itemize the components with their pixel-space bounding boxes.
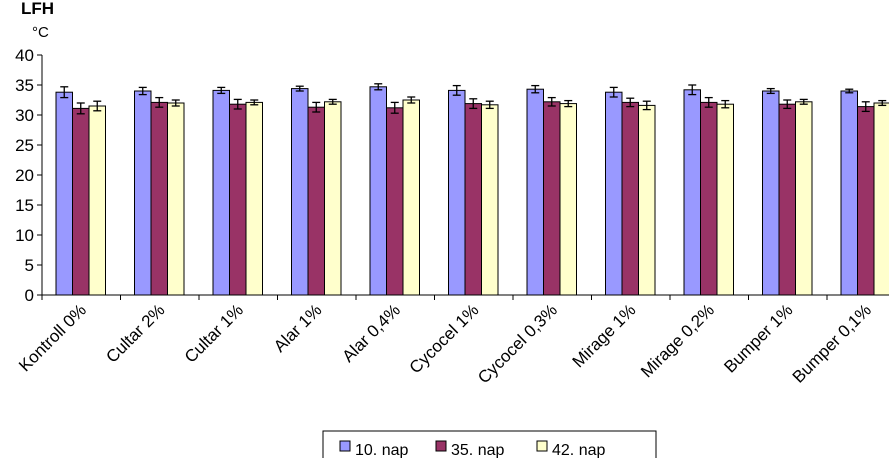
bar [307, 106, 325, 296]
bar [683, 89, 701, 296]
bar [840, 90, 858, 296]
y-tick-label: 5 [25, 256, 34, 275]
bar [464, 103, 482, 296]
legend-label: 35. nap [451, 442, 504, 458]
bar [448, 89, 466, 296]
x-tick-label: Cultar 1% [181, 300, 247, 366]
y-tick-label: 10 [15, 226, 34, 245]
y-tick-label: 20 [15, 166, 34, 185]
bar [369, 86, 387, 296]
bar [543, 101, 561, 296]
x-tick-label: Alar 0,4% [339, 300, 405, 366]
bar [150, 101, 168, 296]
bar [212, 89, 230, 296]
x-tick-label: Mirage 0,2% [637, 300, 718, 381]
bar [481, 104, 499, 296]
legend-label: 10. nap [355, 442, 408, 458]
bar [229, 103, 247, 296]
bar [88, 105, 106, 296]
legend-swatch [339, 440, 351, 452]
bar [167, 102, 185, 296]
y-tick-label: 15 [15, 196, 34, 215]
bar [291, 88, 309, 296]
chart-title: LFH [21, 0, 54, 18]
bar [559, 103, 577, 296]
bar [402, 99, 420, 296]
x-tick-label: Cultar 2% [102, 300, 168, 366]
x-tick-label: Cycocel 0,3% [474, 300, 561, 387]
bar [873, 102, 889, 296]
y-tick-label: 0 [25, 286, 34, 305]
legend-swatch [435, 440, 447, 452]
bar [605, 91, 623, 296]
plot-area: 0 5 10 15 20 25 30 35 40 Kontroll 0% Cultar 2% Cult… [15, 46, 889, 387]
bar [638, 104, 656, 296]
bar [526, 88, 544, 296]
bar [857, 106, 875, 296]
y-tick-label: 30 [15, 106, 34, 125]
bar [55, 91, 73, 296]
y-tick-label: 40 [15, 46, 34, 65]
legend-swatch [536, 440, 548, 452]
bar [134, 90, 152, 296]
y-tick-label: 25 [15, 136, 34, 155]
bar [324, 101, 342, 296]
x-tick-label: Cycocel 1% [406, 300, 483, 377]
bar [700, 101, 718, 296]
legend-label: 42. nap [552, 442, 605, 458]
y-axis-unit: °C [32, 24, 49, 41]
x-tick-label: Bumper 1% [720, 300, 796, 376]
bar [245, 101, 263, 296]
bar [795, 101, 813, 296]
bar [778, 103, 796, 296]
y-tick-label: 35 [15, 76, 34, 95]
bar [621, 101, 639, 296]
legend-box [322, 430, 657, 458]
x-tick-label: Mirage 1% [569, 300, 640, 371]
x-tick-label: Kontroll 0% [15, 300, 90, 375]
bar [72, 107, 90, 296]
legend: 10. nap 35. nap 42. nap [322, 430, 657, 458]
bar [762, 90, 780, 296]
x-tick-label: Alar 1% [270, 300, 326, 356]
bar [716, 103, 734, 296]
bar [386, 107, 404, 296]
x-tick-label: Bumper 0,1% [789, 300, 875, 386]
